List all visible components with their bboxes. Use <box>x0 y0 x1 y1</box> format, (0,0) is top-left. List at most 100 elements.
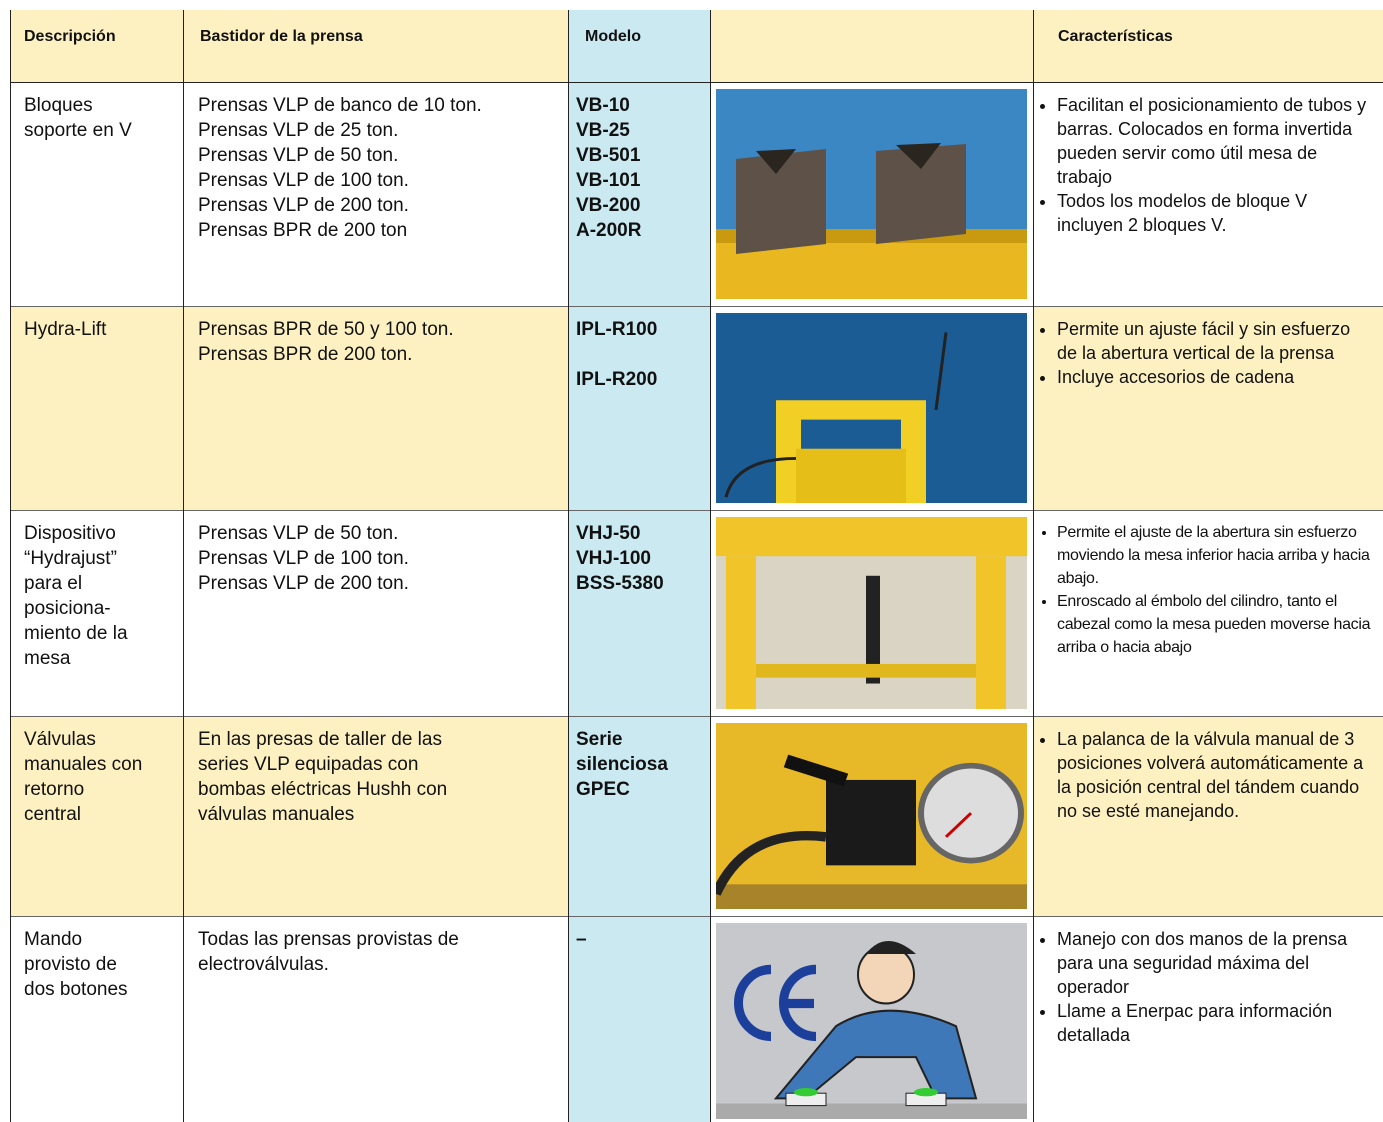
frame-line: Prensas BPR de 50 y 100 ton. <box>198 319 454 340</box>
frame-line: Prensas VLP de 200 ton. <box>198 195 409 216</box>
description-line: Bloques <box>24 95 93 116</box>
description-line: Válvulas <box>24 729 96 750</box>
frame-line: Prensas VLP de 50 ton. <box>198 523 399 544</box>
description-line: Mando <box>24 929 83 950</box>
feature: Todos los modelos de bloque V incluyen 2… <box>1057 189 1367 237</box>
frame-line: Prensas VLP de 200 ton. <box>198 573 409 594</box>
model: BSS-5380 <box>576 573 664 594</box>
description-line: mesa <box>24 648 71 669</box>
product-image <box>716 313 1027 503</box>
model: VHJ-50 <box>576 523 641 544</box>
description-line: “Hydrajust” <box>24 548 117 569</box>
description-line-cell: Hydra-Lift <box>24 317 106 342</box>
model: VB-25 <box>576 120 630 141</box>
column-divider <box>710 10 711 1122</box>
model-cell: – <box>576 927 587 952</box>
frame-line-cell: Prensas VLP de 50 ton. Prensas VLP de 100… <box>198 521 409 596</box>
row-divider <box>10 82 1383 83</box>
frame-line-cell: Todas las prensas provistas de electrovál… <box>198 927 459 977</box>
frame-line: Prensas VLP de 25 ton. <box>198 120 399 141</box>
header-cell: Bastidor de la prensa <box>200 28 363 45</box>
description-line-cell: Mando provisto de dos botones <box>24 927 128 1002</box>
feature-list: Facilitan el posicionamiento de tubos y … <box>1043 93 1367 237</box>
row-bg <box>1033 716 1383 916</box>
description-line: provisto de <box>24 954 117 975</box>
row-divider <box>10 306 1383 307</box>
model: GPEC <box>576 779 630 800</box>
model-cell: VHJ-50 VHJ-100 BSS-5380 <box>576 521 664 596</box>
header-cell: Características <box>1058 28 1173 45</box>
description-line: miento de la <box>24 623 128 644</box>
model: VB-501 <box>576 145 641 166</box>
row-bg <box>1033 306 1383 510</box>
description-line: soporte en V <box>24 120 132 141</box>
frame-line: series VLP equipadas con <box>198 754 419 775</box>
frame-line: Prensas VLP de banco de 10 ton. <box>198 95 482 116</box>
model: VHJ-100 <box>576 548 651 569</box>
model: Serie <box>576 729 623 750</box>
row-divider <box>10 510 1383 511</box>
description-line: para el <box>24 573 83 594</box>
description-line: Hydra-Lift <box>24 319 107 340</box>
column-divider <box>1033 10 1034 1122</box>
row-bg <box>10 716 568 916</box>
product-image <box>716 517 1027 709</box>
header-bg <box>710 10 1383 82</box>
feature-list: Permite el ajuste de la abertura sin esf… <box>1043 521 1377 659</box>
description-line-cell: Dispositivo “Hydrajust” para el posiciona-m… <box>24 521 128 671</box>
feature: La palanca de la válvula manual de 3 pos… <box>1057 727 1367 823</box>
frame-line-cell: Prensas VLP de banco de 10 ton. Prensas V… <box>198 93 482 243</box>
model-cell: VB-10 VB-25 VB-501 VB-101 VB-200 A-200R <box>576 93 641 243</box>
description-line: dos botones <box>24 979 128 1000</box>
feature-list: Permite un ajuste fácil y sin esfuerzo d… <box>1043 317 1367 389</box>
feature: Incluye accesorios de cadena <box>1057 365 1367 389</box>
frame-line: Prensas VLP de 100 ton. <box>198 170 409 191</box>
frame-line: Prensas VLP de 50 ton. <box>198 145 399 166</box>
frame-line: bombas eléctricas Hushh con <box>198 779 448 800</box>
description-line-cell: Bloques soporte en V <box>24 93 132 143</box>
model-cell: IPL-R100 IPL-R200 <box>576 317 657 392</box>
model: VB-200 <box>576 195 641 216</box>
model: VB-10 <box>576 95 630 116</box>
header-cell: Descripción <box>24 28 116 45</box>
model: IPL-R200 <box>576 369 658 390</box>
frame-line: válvulas manuales <box>198 804 355 825</box>
frame-line-cell: Prensas BPR de 50 y 100 ton. Prensas BPR … <box>198 317 454 367</box>
frame-line: Prensas BPR de 200 ton. <box>198 344 413 365</box>
header-bg <box>10 10 568 82</box>
product-image <box>716 723 1027 909</box>
frame-line: Todas las prensas provistas de <box>198 929 459 950</box>
feature-list: La palanca de la válvula manual de 3 pos… <box>1043 727 1367 823</box>
frame-line: Prensas VLP de 100 ton. <box>198 548 409 569</box>
model: IPL-R100 <box>576 319 658 340</box>
frame-line-cell: En las presas de taller de las series VLP… <box>198 727 447 827</box>
column-divider <box>568 10 569 1122</box>
model: VB-101 <box>576 170 641 191</box>
row-divider <box>10 916 1383 917</box>
product-image <box>716 89 1027 299</box>
description-line: manuales con <box>24 754 143 775</box>
description-line: central <box>24 804 82 825</box>
feature-list: Manejo con dos manos de la prensa para u… <box>1043 927 1367 1047</box>
row-divider <box>10 716 1383 717</box>
frame-line: electroválvulas. <box>198 954 329 975</box>
feature: Permite el ajuste de la abertura sin esf… <box>1057 521 1377 590</box>
model-cell: Serie silenciosa GPEC <box>576 727 668 802</box>
feature: Enroscado al émbolo del cilindro, tanto … <box>1057 590 1377 659</box>
model: A-200R <box>576 220 642 241</box>
feature: Facilitan el posicionamiento de tubos y … <box>1057 93 1367 189</box>
model: – <box>576 929 587 950</box>
column-divider <box>10 10 11 1122</box>
frame-line: En las presas de taller de las <box>198 729 442 750</box>
row-bg <box>10 306 568 510</box>
frame-line: Prensas BPR de 200 ton <box>198 220 408 241</box>
header-cell: Modelo <box>585 28 641 45</box>
model: silenciosa <box>576 754 668 775</box>
feature: Manejo con dos manos de la prensa para u… <box>1057 927 1367 999</box>
model-column-bg <box>568 10 710 1122</box>
description-line-cell: Válvulas manuales con retorno central <box>24 727 142 827</box>
column-divider <box>183 10 184 1122</box>
description-line: posiciona- <box>24 598 111 619</box>
description-line: retorno <box>24 779 85 800</box>
